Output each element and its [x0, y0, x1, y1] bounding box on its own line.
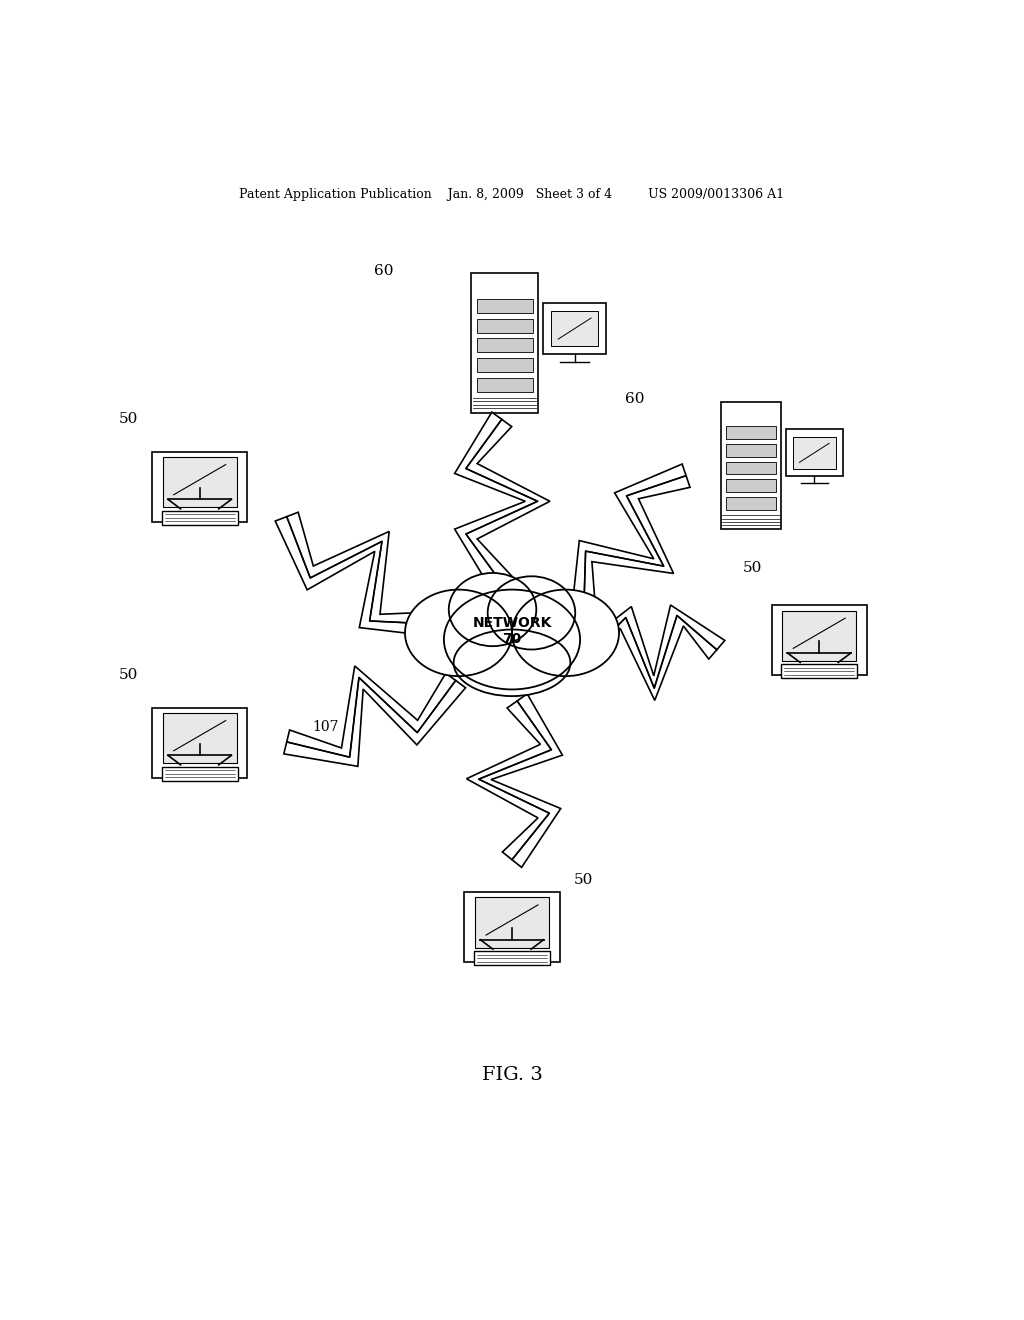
- Text: 50: 50: [574, 873, 593, 887]
- FancyBboxPatch shape: [794, 437, 836, 469]
- FancyBboxPatch shape: [465, 892, 559, 962]
- FancyBboxPatch shape: [726, 498, 776, 510]
- FancyBboxPatch shape: [153, 451, 248, 521]
- Ellipse shape: [444, 590, 580, 689]
- Text: 107: 107: [312, 719, 339, 734]
- FancyBboxPatch shape: [726, 426, 776, 438]
- FancyBboxPatch shape: [162, 511, 238, 525]
- Text: 60: 60: [625, 392, 645, 405]
- Text: 50: 50: [119, 412, 137, 426]
- FancyBboxPatch shape: [726, 479, 776, 492]
- FancyBboxPatch shape: [772, 606, 866, 675]
- Polygon shape: [455, 412, 550, 590]
- Text: 50: 50: [119, 668, 137, 682]
- FancyBboxPatch shape: [471, 272, 538, 413]
- FancyBboxPatch shape: [163, 713, 237, 763]
- Polygon shape: [571, 465, 690, 614]
- Text: FIG. 3: FIG. 3: [481, 1065, 543, 1084]
- Polygon shape: [467, 694, 562, 867]
- Ellipse shape: [487, 577, 575, 649]
- Polygon shape: [275, 512, 436, 636]
- FancyBboxPatch shape: [476, 318, 532, 333]
- FancyBboxPatch shape: [476, 358, 532, 372]
- FancyBboxPatch shape: [781, 664, 857, 678]
- FancyBboxPatch shape: [162, 767, 238, 780]
- FancyBboxPatch shape: [786, 429, 843, 477]
- FancyBboxPatch shape: [474, 952, 550, 965]
- FancyBboxPatch shape: [551, 312, 598, 346]
- FancyBboxPatch shape: [726, 444, 776, 457]
- FancyBboxPatch shape: [163, 457, 237, 507]
- FancyBboxPatch shape: [726, 462, 776, 474]
- Polygon shape: [284, 667, 466, 767]
- Ellipse shape: [512, 590, 618, 676]
- FancyBboxPatch shape: [475, 898, 549, 948]
- Ellipse shape: [454, 630, 570, 696]
- Text: Patent Application Publication    Jan. 8, 2009   Sheet 3 of 4         US 2009/00: Patent Application Publication Jan. 8, 2…: [240, 187, 784, 201]
- Ellipse shape: [404, 590, 512, 676]
- Text: NETWORK
70: NETWORK 70: [472, 616, 552, 647]
- FancyBboxPatch shape: [476, 300, 532, 313]
- Polygon shape: [580, 605, 725, 701]
- Text: 60: 60: [374, 264, 394, 279]
- FancyBboxPatch shape: [544, 302, 606, 354]
- FancyBboxPatch shape: [721, 403, 781, 529]
- Text: 50: 50: [743, 561, 762, 574]
- Ellipse shape: [449, 573, 537, 647]
- FancyBboxPatch shape: [476, 338, 532, 352]
- FancyBboxPatch shape: [153, 708, 248, 777]
- FancyBboxPatch shape: [782, 611, 856, 661]
- FancyBboxPatch shape: [476, 378, 532, 392]
